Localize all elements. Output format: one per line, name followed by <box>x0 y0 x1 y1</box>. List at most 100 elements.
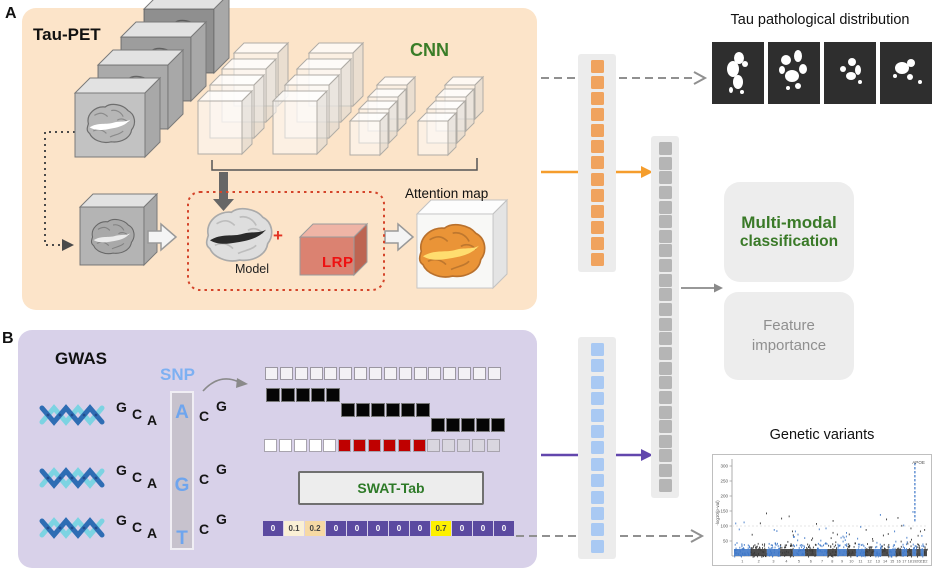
sequence-letter: C <box>199 521 210 537</box>
svg-text:20: 20 <box>916 560 920 564</box>
vector-cell <box>658 142 672 155</box>
snp-letter: G <box>174 475 190 496</box>
vector-cell <box>590 140 604 154</box>
vector-cell <box>590 343 604 356</box>
vector-cell <box>590 204 604 218</box>
svg-text:22: 22 <box>923 560 927 564</box>
snp-letter: A <box>175 402 189 423</box>
panel-a-label: A <box>5 5 17 22</box>
matrix-cell-empty <box>472 367 486 380</box>
panel-b-label: B <box>2 330 14 347</box>
matrix-cell-window <box>311 388 325 402</box>
encoding-cell: 0.1 <box>284 521 304 536</box>
vector-cell <box>590 60 604 73</box>
sequence-letter: G <box>216 398 227 414</box>
feature-importance-box: Feature importance <box>724 292 854 380</box>
vector-cell <box>590 441 604 455</box>
vector-cell <box>590 359 604 373</box>
matrix-cell-window <box>326 388 340 402</box>
svg-text:4: 4 <box>785 560 787 564</box>
svg-text:19: 19 <box>912 560 916 564</box>
vector-cell <box>590 92 604 106</box>
vector-cell <box>658 376 672 390</box>
vector-cell <box>658 200 672 214</box>
svg-text:15: 15 <box>890 560 894 564</box>
snp-encoding-vector: 0 0.1 0.2 0 0 0 0 0 0.7 0 0 0 <box>263 521 514 536</box>
vector-cell <box>658 420 672 434</box>
matrix-cell-empty <box>324 367 338 380</box>
matrix-cell-window <box>266 388 280 402</box>
matrix-cell-window <box>461 418 475 432</box>
svg-text:8: 8 <box>831 560 833 564</box>
vector-cell <box>658 346 672 360</box>
vector-cell <box>658 156 672 170</box>
tau-distribution-maps <box>712 42 932 104</box>
matrix-cell-window <box>356 403 370 417</box>
matrix-cell-window <box>446 418 460 432</box>
sequence-letter: C <box>132 406 143 422</box>
encoding-cell: 0 <box>410 521 430 536</box>
encoding-to-manhattan-dashed-arrow-head <box>690 529 705 543</box>
encoding-cell: 0 <box>452 521 472 536</box>
vector-cell <box>658 215 672 229</box>
matrix-cell-encoded <box>382 439 396 452</box>
vector-cell <box>590 156 604 170</box>
matrix-cell-encoded <box>457 439 471 452</box>
vector-cell <box>590 474 604 488</box>
svg-text:18: 18 <box>908 560 912 564</box>
multimodal-line2: classification <box>739 233 839 250</box>
vector-cell <box>590 188 604 202</box>
matrix-cell-empty <box>294 367 308 380</box>
encoding-cell: 0 <box>494 521 514 536</box>
vector-cell <box>658 171 672 185</box>
sequence-letter: C <box>199 471 210 487</box>
plus-sign: + <box>273 226 283 245</box>
snp-feature-vector <box>578 337 616 559</box>
matrix-cell-empty <box>443 367 457 380</box>
svg-text:5: 5 <box>798 560 800 564</box>
encoding-cell: 0 <box>326 521 346 536</box>
tau-map-image <box>712 42 764 104</box>
fused-to-output-arrow-head <box>714 283 723 293</box>
svg-text:17: 17 <box>902 560 906 564</box>
matrix-cell-encoded <box>353 439 367 452</box>
attention-map-title: Attention map <box>405 186 489 201</box>
tau-distribution-title: Tau pathological distribution <box>730 12 910 28</box>
svg-text:2: 2 <box>758 560 760 564</box>
vector-cell <box>658 317 672 331</box>
sequence-letter: C <box>132 469 143 485</box>
vector-cell <box>590 523 604 537</box>
matrix-cell-encoded <box>397 439 411 452</box>
encoding-cell: 0 <box>368 521 388 536</box>
lrp-label: LRP <box>322 254 354 271</box>
encoding-cell: 0.7 <box>431 521 451 536</box>
vector-cell <box>658 449 672 463</box>
svg-text:12: 12 <box>867 560 871 564</box>
sequence-letter: G <box>116 512 127 528</box>
matrix-cell-window <box>341 403 355 417</box>
tau-map-image <box>824 42 876 104</box>
vector-cell <box>658 478 672 492</box>
svg-text:3: 3 <box>772 560 774 564</box>
vector-cell <box>590 408 604 422</box>
vector-cell <box>590 457 604 471</box>
tau-map-image <box>768 42 820 104</box>
svg-text:14: 14 <box>883 560 887 564</box>
matrix-cell-window <box>296 388 310 402</box>
sequence-letter: A <box>147 475 158 491</box>
matrix-cell-encoded <box>442 439 456 452</box>
svg-text:16: 16 <box>896 560 900 564</box>
matrix-cell-window <box>476 418 490 432</box>
encoding-cell: 0 <box>389 521 409 536</box>
vector-cell <box>590 490 604 504</box>
snp-label: SNP <box>160 365 195 384</box>
gwas-title: GWAS <box>55 349 107 368</box>
svg-text:100: 100 <box>720 524 728 529</box>
genetic-variants-title: Genetic variants <box>769 427 875 443</box>
sequence-letter: A <box>147 525 158 541</box>
svg-text:-log10(p-val): -log10(p-val) <box>715 500 720 526</box>
matrix-cell-window <box>416 403 430 417</box>
vector-cell <box>590 425 604 439</box>
